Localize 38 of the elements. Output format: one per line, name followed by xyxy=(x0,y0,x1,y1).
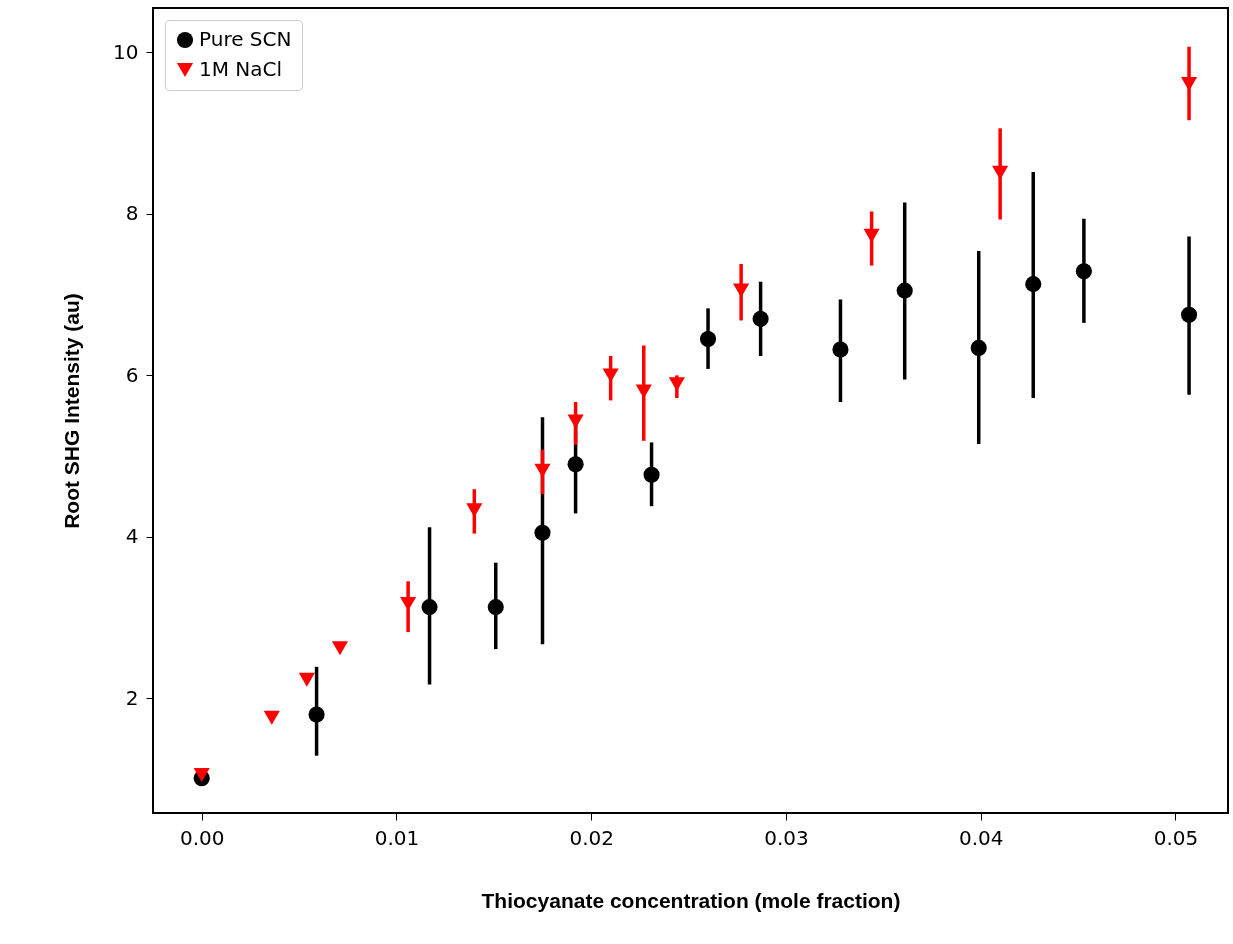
point xyxy=(752,310,769,327)
point xyxy=(308,706,325,723)
point xyxy=(896,282,913,299)
point xyxy=(970,339,987,356)
x-tick-label: 0.04 xyxy=(958,825,1004,850)
y-tick-label: 6 xyxy=(125,362,139,387)
y-tick-label: 10 xyxy=(113,39,139,64)
point xyxy=(1075,263,1092,280)
point xyxy=(421,599,438,616)
point xyxy=(1025,276,1042,293)
point xyxy=(400,596,417,611)
point xyxy=(992,165,1009,180)
point xyxy=(193,768,210,783)
point xyxy=(263,710,280,725)
point xyxy=(487,599,504,616)
x-axis-title: Thiocyanate concentration (mole fraction) xyxy=(481,888,901,912)
y-tick-label: 8 xyxy=(125,201,139,226)
x-tick-label: 0.03 xyxy=(764,825,809,850)
point xyxy=(567,456,584,473)
y-tick-label: 4 xyxy=(125,524,139,549)
point xyxy=(1180,306,1198,323)
x-tick-label: 0.02 xyxy=(569,825,614,850)
point xyxy=(534,524,551,541)
y-tick-label: 2 xyxy=(125,685,139,710)
y-axis-title: Root SHG Intensity (au) xyxy=(60,293,84,529)
point xyxy=(699,331,717,348)
point xyxy=(733,283,750,298)
point xyxy=(331,641,349,656)
legend-label: Pure SCN xyxy=(199,27,292,51)
point xyxy=(1180,76,1198,91)
x-tick-label: 0.01 xyxy=(374,825,420,850)
point xyxy=(643,466,660,483)
point xyxy=(668,377,685,392)
x-tick-label: 0.00 xyxy=(179,825,225,850)
point xyxy=(832,341,849,358)
x-tick-label: 0.05 xyxy=(1153,825,1199,850)
legend-label: 1M NaCl xyxy=(199,57,283,81)
point xyxy=(298,672,315,687)
